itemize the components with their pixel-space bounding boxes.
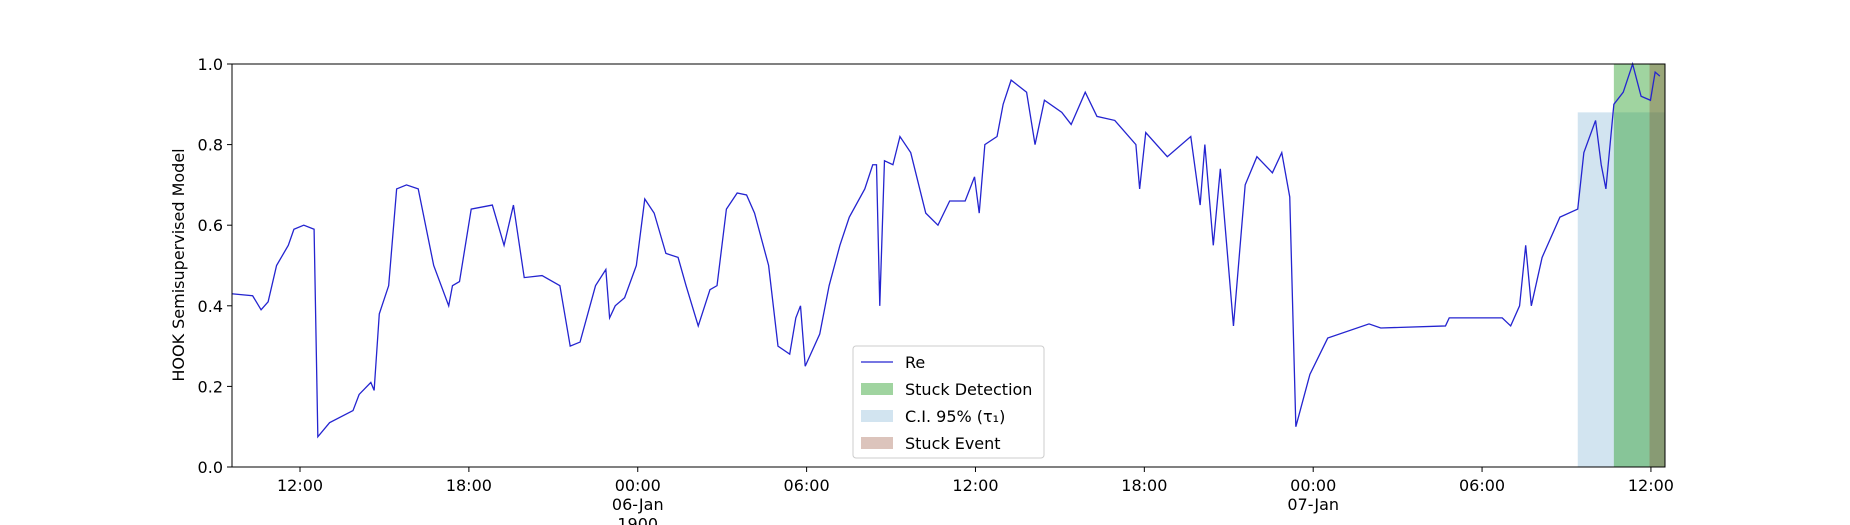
legend-label: Re xyxy=(905,353,925,372)
legend-swatch xyxy=(861,383,893,395)
axes-frame xyxy=(231,63,1666,468)
x-tick-label: 18:00 xyxy=(1121,476,1167,495)
legend-label: Stuck Event xyxy=(905,434,1001,453)
x-tick-label: 06:00 xyxy=(1459,476,1505,495)
legend-swatch xyxy=(861,410,893,422)
x-tick-label: 12:00 xyxy=(952,476,998,495)
x-tick-label: 00:00 06-Jan 1900 xyxy=(612,476,664,525)
legend-label: Stuck Detection xyxy=(905,380,1032,399)
y-tick-label: 0.2 xyxy=(198,377,223,396)
y-tick-label: 1.0 xyxy=(198,55,223,74)
y-tick-label: 0.6 xyxy=(198,216,223,235)
x-tick-label: 12:00 xyxy=(1628,476,1674,495)
x-tick-label: 00:00 07-Jan xyxy=(1287,476,1339,514)
span xyxy=(1613,64,1665,467)
span xyxy=(1577,112,1665,468)
series-line xyxy=(231,61,1661,439)
y-tick-label: 0.0 xyxy=(198,458,223,477)
x-tick-label: 12:00 xyxy=(277,476,323,495)
span xyxy=(1649,64,1665,467)
legend-frame xyxy=(852,345,1045,459)
x-tick-label: 18:00 xyxy=(446,476,492,495)
x-tick-label: 06:00 xyxy=(784,476,830,495)
legend-label: C.I. 95% (τ₁) xyxy=(905,407,1005,426)
legend: Re Stuck Detection C.I. 95% (τ₁) Stuck Even… xyxy=(852,345,1045,459)
legend-swatch xyxy=(861,437,893,449)
y-axis-label: HOOK Semisupervised Model xyxy=(169,148,188,381)
y-tick-label: 0.4 xyxy=(198,297,223,316)
y-tick-label: 0.8 xyxy=(198,136,223,155)
